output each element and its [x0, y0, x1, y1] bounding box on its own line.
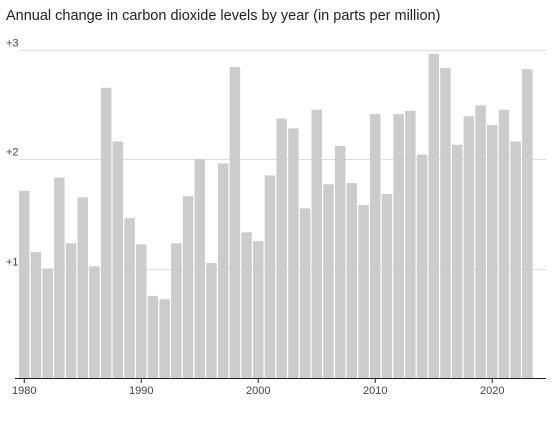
- bar-1987: [100, 87, 112, 378]
- bar-1985: [77, 197, 88, 378]
- bar-1999: [241, 232, 252, 378]
- bar-2006: [323, 184, 334, 378]
- bar-1982: [42, 268, 53, 378]
- y-tick-label: +1: [6, 257, 19, 269]
- bar-1995: [194, 159, 205, 378]
- bar-2008: [346, 183, 358, 378]
- x-tick-label: 1980: [12, 385, 36, 397]
- bar-2019: [475, 105, 486, 378]
- bar-1986: [89, 266, 100, 378]
- bar-1990: [136, 244, 147, 378]
- x-tick-label: 1990: [129, 385, 153, 397]
- x-tick-label: 2010: [363, 385, 387, 397]
- bar-1989: [124, 218, 135, 378]
- bar-2022: [510, 141, 521, 378]
- bar-2018: [463, 116, 475, 378]
- chart-title: Annual change in carbon dioxide levels b…: [6, 8, 441, 24]
- bar-2012: [393, 114, 404, 378]
- bar-2004: [299, 208, 311, 378]
- bar-2000: [253, 241, 264, 379]
- bar-1993: [171, 243, 182, 378]
- bar-2009: [358, 204, 369, 378]
- bar-2015: [428, 53, 439, 378]
- y-tick-label: +3: [6, 38, 19, 50]
- x-tick-label: 2020: [480, 385, 504, 397]
- bar-2011: [381, 194, 393, 378]
- bar-2002: [276, 118, 287, 379]
- bar-1988: [112, 141, 124, 378]
- bar-1994: [182, 196, 194, 378]
- bar-2016: [440, 68, 451, 379]
- bar-2021: [498, 109, 510, 378]
- x-axis: [15, 378, 546, 383]
- bar-2003: [288, 128, 299, 378]
- x-tick-label: 2000: [246, 385, 270, 397]
- bars: [19, 53, 533, 379]
- bar-1984: [65, 243, 77, 378]
- tick-labels: +1 +2 +3 1980 1990 2000 2010 2020: [6, 38, 504, 398]
- bar-2013: [405, 110, 416, 378]
- bar-2001: [264, 175, 276, 378]
- bar-1996: [206, 263, 217, 378]
- bar-1980: [19, 190, 30, 378]
- bar-2010: [370, 114, 381, 378]
- bar-2007: [334, 145, 346, 378]
- bar-2020: [487, 125, 498, 378]
- bar-1997: [217, 163, 229, 378]
- bar-1992: [159, 299, 170, 378]
- bar-1983: [54, 177, 65, 378]
- bar-2017: [451, 144, 463, 378]
- bar-1981: [30, 252, 42, 378]
- y-tick-label: +2: [6, 147, 19, 159]
- bar-2005: [311, 109, 322, 378]
- bar-1991: [147, 295, 159, 379]
- bar-1998: [229, 67, 241, 379]
- bar-2023: [522, 69, 533, 379]
- bar-2014: [416, 154, 428, 378]
